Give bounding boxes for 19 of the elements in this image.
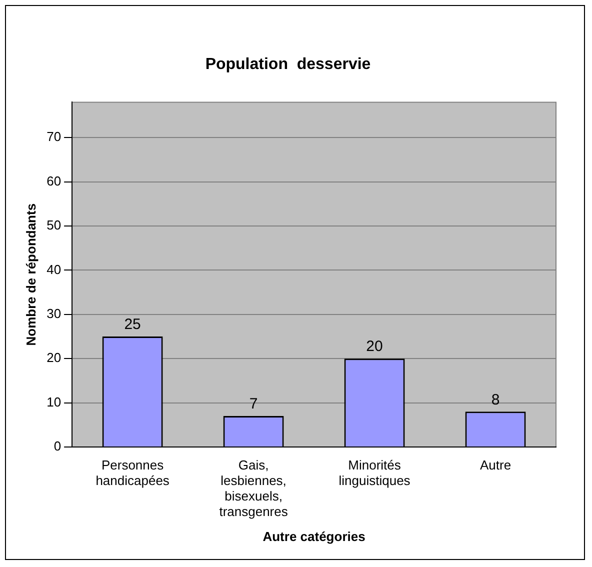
- x-tick-label: Personnes handicapées: [96, 457, 170, 488]
- y-tick-label: 0: [54, 438, 62, 454]
- y-tick-label: 60: [46, 173, 62, 188]
- y-tick-label: 40: [46, 262, 62, 277]
- data-label: 7: [249, 396, 258, 413]
- y-tick-label: 20: [46, 350, 62, 366]
- x-tick-label: Minorités linguistiques: [338, 457, 411, 488]
- data-label: 20: [366, 338, 383, 356]
- data-label: 25: [124, 316, 141, 334]
- y-axis-title: Nombre de répondants: [23, 203, 38, 346]
- y-tick-label: 30: [46, 306, 62, 321]
- x-tick-label: Autre: [480, 457, 512, 472]
- y-tick-label: 70: [46, 129, 62, 144]
- data-label: 8: [491, 391, 500, 408]
- x-axis-title: Autre catégories: [262, 528, 366, 544]
- y-tick-label: 50: [46, 218, 62, 233]
- y-tick-label: 10: [46, 394, 62, 410]
- x-tick-label: Gais, lesbiennes, bisexuels, transgenres: [219, 457, 288, 520]
- chart-title: Population desservie: [205, 56, 371, 74]
